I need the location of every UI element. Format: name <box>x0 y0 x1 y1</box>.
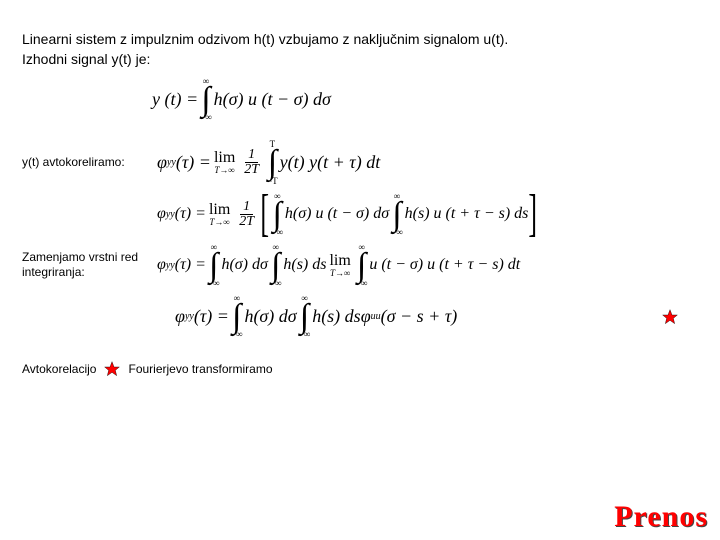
prenos-label: Prenos <box>614 500 708 534</box>
lim-icon: limT→∞ <box>209 202 230 227</box>
star-icon <box>104 361 120 377</box>
equation-3-row: φyy (τ) = limT→∞ 12T [ ∞∫−∞ h(σ) u (t − … <box>22 192 698 237</box>
integral-icon: ∞∫−∞ <box>270 243 282 288</box>
equation-4: φyy (τ) = ∞∫−∞ h(σ) dσ ∞∫−∞ h(s) ds limT… <box>157 243 520 288</box>
equation-5-row: φyy (τ) = ∞∫−∞ h(σ) dσ ∞∫−∞ h(s) ds φuu … <box>22 294 698 339</box>
bottom-row: Avtokorelacijo Fourierjevo transformiram… <box>22 361 698 377</box>
eq1-lhs: y (t) = <box>152 89 198 110</box>
lim-icon: limT→∞ <box>214 150 235 175</box>
integral-icon: ∞∫−∞ <box>271 192 283 237</box>
integral-icon: ∞∫−∞ <box>391 192 403 237</box>
equation-4-row: Zamenjamo vrstni red integriranja: φyy (… <box>22 243 698 288</box>
bottom-right-label: Fourierjevo transformiramo <box>128 362 272 376</box>
equation-3: φyy (τ) = limT→∞ 12T [ ∞∫−∞ h(σ) u (t − … <box>157 192 538 237</box>
frac-icon: 12T <box>241 148 262 177</box>
intro-line1: Linearni sistem z impulznim odzivom h(t)… <box>22 31 508 47</box>
integral-icon: ∞∫−∞ <box>200 77 212 122</box>
lim-icon: limT→∞ <box>329 253 350 278</box>
integral-icon: ∞∫−∞ <box>231 294 243 339</box>
integral-icon: T∫−T <box>267 140 278 185</box>
integral-icon: ∞∫−∞ <box>208 243 220 288</box>
integral-icon: ∞∫−∞ <box>299 294 311 339</box>
intro-line2: Izhodni signal y(t) je: <box>22 51 150 67</box>
equation-1: y (t) = ∞∫−∞ h(σ) u (t − σ) dσ <box>22 77 698 122</box>
label-swap: Zamenjamo vrstni red integriranja: <box>22 250 157 281</box>
equation-5: φyy (τ) = ∞∫−∞ h(σ) dσ ∞∫−∞ h(s) ds φuu … <box>175 294 457 339</box>
frac-icon: 12T <box>236 200 257 229</box>
intro-text: Linearni sistem z impulznim odzivom h(t)… <box>22 30 698 69</box>
eq1-body: h(σ) u (t − σ) dσ <box>214 89 331 110</box>
integral-icon: ∞∫−∞ <box>356 243 368 288</box>
bottom-left-label: Avtokorelacijo <box>22 362 96 376</box>
equation-2-row: y(t) avtokoreliramo: φyy (τ) = limT→∞ 12… <box>22 140 698 185</box>
star-icon <box>662 309 678 325</box>
label-autocorr: y(t) avtokoreliramo: <box>22 155 157 171</box>
equation-2: φyy (τ) = limT→∞ 12T T∫−T y(t) y(t + τ) … <box>157 140 380 185</box>
